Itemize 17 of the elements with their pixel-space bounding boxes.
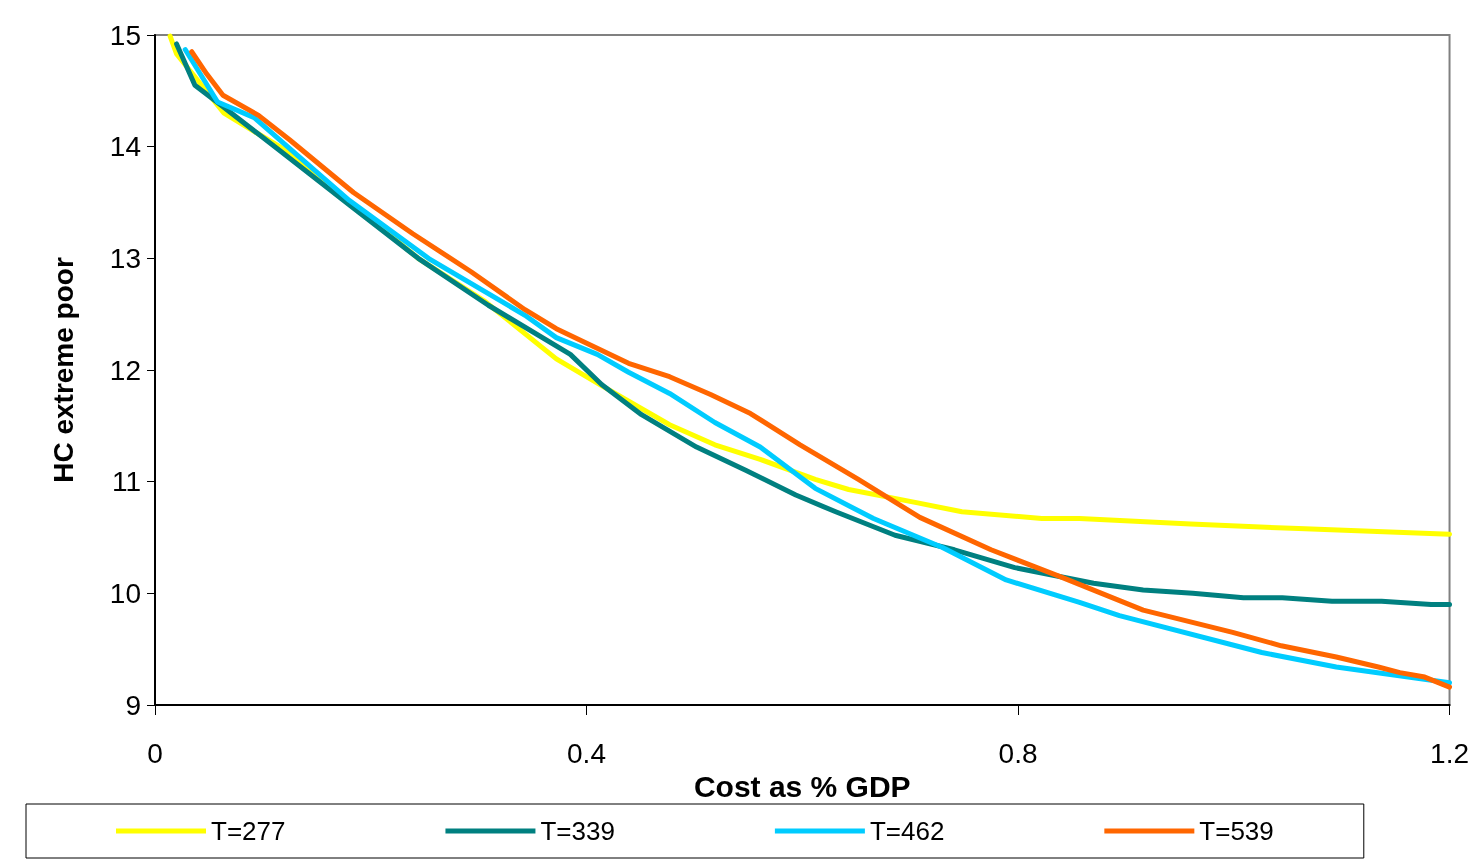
- y-tick-label: 12: [109, 354, 141, 386]
- y-tick-label: 14: [109, 131, 141, 163]
- x-tick-label: 0: [147, 737, 163, 769]
- x-tick-label: 0.8: [998, 737, 1038, 769]
- x-axis-title: Cost as % GDP: [693, 770, 911, 804]
- legend-label: T=339: [540, 816, 615, 846]
- y-tick-label: 11: [111, 466, 141, 498]
- y-tick-label: 15: [109, 19, 141, 51]
- y-axis-title: HC extreme poor: [47, 257, 79, 483]
- legend-label: T=539: [1199, 816, 1274, 846]
- legend-label: T=277: [211, 816, 286, 846]
- legend-label: T=462: [869, 816, 945, 846]
- y-tick-label: 9: [125, 689, 141, 721]
- y-tick-label: 10: [109, 577, 141, 609]
- x-tick-label: 0.4: [567, 737, 606, 769]
- x-tick-label: 1.2: [1430, 737, 1470, 769]
- y-tick-label: 13: [109, 242, 141, 274]
